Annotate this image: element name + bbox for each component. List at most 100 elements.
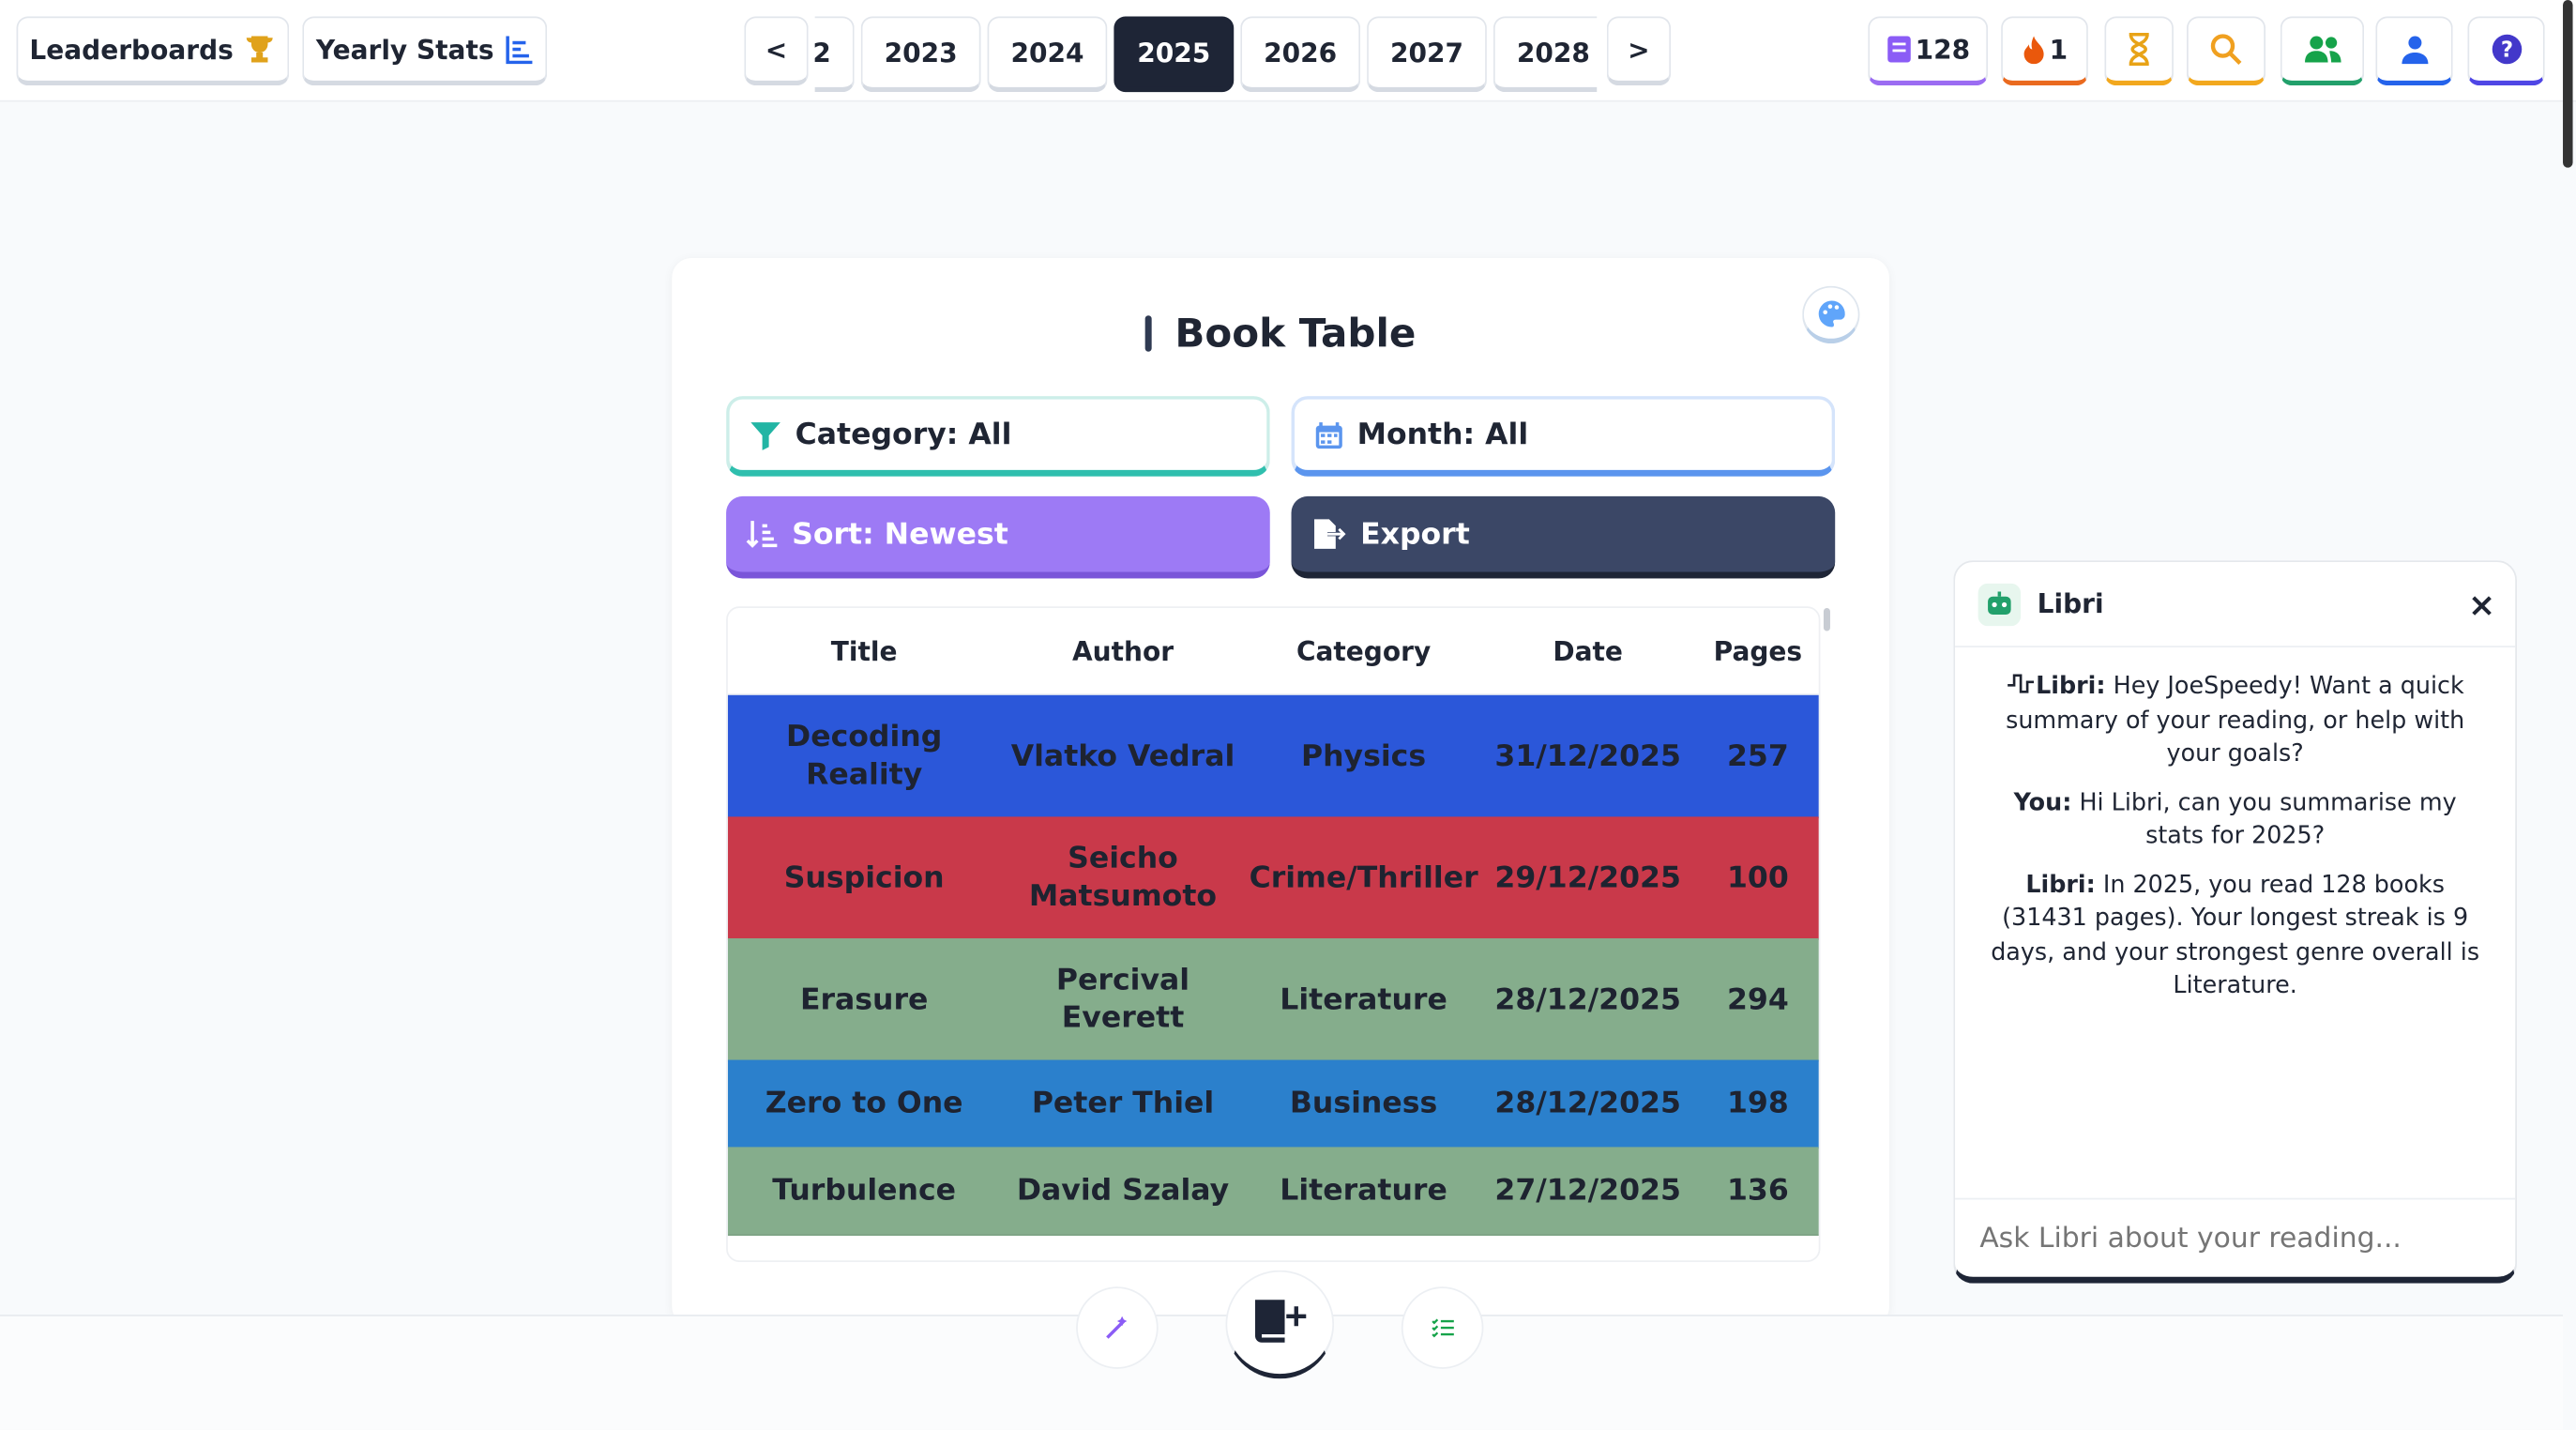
year-scroller: 2022 2023 2024 2025 2026 2027 2028 <box>814 0 1598 102</box>
prev-year-button[interactable]: < <box>744 16 809 86</box>
year-label: 2025 <box>1137 37 1211 68</box>
table-cell: Literature <box>1280 1173 1447 1209</box>
year-button[interactable]: 2025 <box>1114 16 1235 93</box>
trophy-icon <box>246 36 273 63</box>
chat-header: Libri × <box>1955 562 2516 648</box>
next-year-button[interactable]: > <box>1606 16 1672 86</box>
table-row[interactable]: Erasure Percival Everett Literature 28/12/2… <box>727 937 1819 1062</box>
month-filter[interactable]: Month: All <box>1291 396 1836 477</box>
column-header[interactable]: Date <box>1553 634 1623 667</box>
table-cell: 31/12/2025 <box>1494 738 1681 773</box>
table-cell: David Szalay <box>1016 1173 1230 1209</box>
yearly-stats-button[interactable]: Yearly Stats <box>302 16 548 86</box>
table-cell: Crime/Thriller <box>1249 860 1478 895</box>
magic-button[interactable] <box>1076 1286 1159 1369</box>
chart-icon <box>505 36 532 65</box>
pulse-icon <box>2007 671 2037 705</box>
svg-text:?: ? <box>2500 38 2512 62</box>
export-icon <box>1314 519 1347 549</box>
year-button[interactable]: 2027 <box>1367 16 1487 93</box>
year-button[interactable]: 2026 <box>1240 16 1361 93</box>
books-count-button[interactable]: 128 <box>1868 16 1989 86</box>
chat-message: You: Hi Libri, can you summarise my stat… <box>1981 786 2489 854</box>
chat-name: Libri <box>2037 587 2104 620</box>
year-label: 2028 <box>1516 37 1590 68</box>
title-accent <box>1144 315 1152 352</box>
table-cell: 100 <box>1726 860 1789 895</box>
palette-icon <box>1817 299 1844 327</box>
book-icon <box>1887 36 1911 63</box>
year-label: 2024 <box>1010 37 1084 68</box>
table-cell: 136 <box>1726 1173 1789 1209</box>
title-row: Book Table <box>672 302 1889 365</box>
category-filter[interactable]: Category: All <box>726 396 1270 477</box>
table-cell: Seicho Matsumoto <box>1028 841 1218 914</box>
table-cell: 294 <box>1726 981 1789 1017</box>
chat-text: In 2025, you read 128 books (31431 pages… <box>1991 872 2480 999</box>
table-cell: Literature <box>1280 981 1447 1017</box>
label: Sort: Newest <box>792 516 1008 552</box>
year-label: 2023 <box>884 37 958 68</box>
table-cell: Decoding Reality <box>786 720 943 793</box>
year-button[interactable]: 2022 <box>814 16 855 93</box>
chat-text: Hi Libri, can you summarise my stats for… <box>2079 789 2457 850</box>
chat-messages: Libri: Hey JoeSpeedy! Want a quick summa… <box>1955 647 2515 1003</box>
table-header: Title Author Category Date Pages <box>727 608 1819 697</box>
table-row[interactable]: Turbulence David Szalay Literature 27/12/20… <box>727 1147 1819 1236</box>
column-header[interactable]: Category <box>1296 634 1432 667</box>
hourglass-icon <box>2129 33 2149 67</box>
table-cell: 27/12/2025 <box>1494 1173 1681 1209</box>
friends-button[interactable] <box>2280 16 2365 86</box>
table-row[interactable]: Decoding Reality Vlatko Vedral Physics 31/1… <box>727 694 1819 819</box>
table-cell: Zero to One <box>765 1086 963 1121</box>
scrollbar <box>2563 0 2573 168</box>
filter-icon <box>750 421 780 449</box>
book-table: Title Author Category Date Pages Decoding Rea… <box>726 606 1821 1262</box>
streak-button[interactable]: 1 <box>2001 16 2088 86</box>
export-button[interactable]: Export <box>1291 495 1836 579</box>
flame-icon <box>2024 36 2045 65</box>
chat-speaker: Libri: <box>2036 674 2106 701</box>
table-cell: 29/12/2025 <box>1494 860 1681 895</box>
table-row[interactable]: Suspicion Seicho Matsumoto Crime/Thriller 2… <box>727 816 1819 940</box>
chat-message: Libri: Hey JoeSpeedy! Want a quick summa… <box>1981 671 2489 772</box>
year-button[interactable]: 2028 <box>1493 16 1598 93</box>
column-header[interactable]: Title <box>830 634 898 667</box>
label: Export <box>1360 516 1470 552</box>
search-button[interactable] <box>2186 16 2266 86</box>
column-header[interactable]: Author <box>1071 634 1174 667</box>
chat-speaker: You: <box>2013 789 2072 816</box>
table-cell: Turbulence <box>772 1173 957 1209</box>
table-scrollbar <box>1823 607 1830 631</box>
label: Yearly Stats <box>315 33 494 66</box>
user-icon <box>2401 36 2428 65</box>
year-label: 2026 <box>1264 37 1338 68</box>
checklist-button[interactable] <box>1401 1286 1484 1369</box>
table-row[interactable]: Zero to One Peter Thiel Business 28/12/2025… <box>727 1059 1819 1149</box>
year-button[interactable]: 2024 <box>987 16 1108 93</box>
timer-button[interactable] <box>2104 16 2174 86</box>
table-cell: Percival Everett <box>1055 963 1190 1036</box>
add-book-icon <box>1254 1300 1307 1343</box>
table-cell: Vlatko Vedral <box>1010 738 1235 773</box>
chat-input[interactable] <box>1976 1220 2493 1256</box>
year-label: 2022 <box>815 37 831 68</box>
table-cell: 257 <box>1726 738 1789 773</box>
help-button[interactable]: ? <box>2467 16 2545 86</box>
table-cell: Business <box>1289 1086 1438 1121</box>
sort-button[interactable]: Sort: Newest <box>726 495 1270 579</box>
theme-button[interactable] <box>1802 285 1860 344</box>
sort-icon <box>746 521 778 548</box>
profile-button[interactable] <box>2375 16 2453 86</box>
search-icon <box>2210 34 2242 65</box>
leaderboards-button[interactable]: Leaderboards <box>16 16 290 86</box>
chat-close[interactable]: × <box>2467 584 2496 624</box>
add-book-button[interactable] <box>1225 1270 1335 1379</box>
bot-icon <box>1977 582 2022 626</box>
streak-count: 1 <box>2049 33 2068 66</box>
year-button[interactable]: 2023 <box>860 16 981 93</box>
column-header[interactable]: Pages <box>1713 634 1803 667</box>
pulse-svg <box>2008 674 2035 693</box>
